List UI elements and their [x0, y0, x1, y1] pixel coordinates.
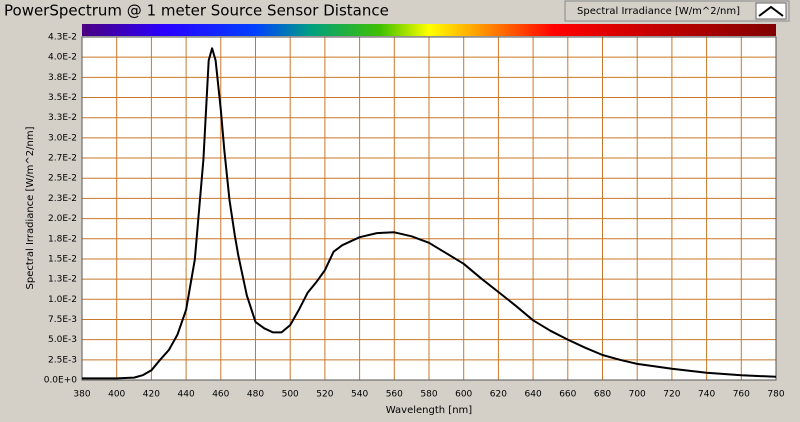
legend-icon: [758, 5, 784, 17]
y-tick-label: 2.0E-2: [48, 214, 77, 224]
y-tick-label: 3.0E-2: [48, 133, 77, 143]
y-tick-label: 3.5E-2: [48, 93, 77, 103]
legend-label: Spectral Irradiance [W/m^2/nm]: [577, 6, 740, 17]
y-tick-label: 2.5E-3: [48, 355, 77, 365]
x-tick-label: 440: [178, 390, 195, 400]
y-tick-label: 2.7E-2: [48, 154, 77, 164]
x-tick-label: 680: [594, 390, 611, 400]
y-tick-label: 1.5E-2: [48, 254, 77, 264]
legend-box: [564, 0, 790, 22]
x-tick-label: 760: [733, 390, 750, 400]
y-tick-label: 4.0E-2: [48, 53, 77, 63]
x-tick-label: 380: [73, 390, 90, 400]
x-tick-label: 420: [143, 390, 160, 400]
x-tick-label: 560: [386, 390, 403, 400]
x-tick-label: 620: [490, 390, 507, 400]
plot-border: [81, 36, 777, 381]
y-tick-label: 7.5E-3: [48, 315, 77, 325]
x-tick-label: 480: [247, 390, 264, 400]
y-tick-label: 2.5E-2: [48, 174, 77, 184]
x-tick-label: 520: [316, 390, 333, 400]
x-tick-label: 500: [282, 390, 299, 400]
chart-title: PowerSpectrum @ 1 meter Source Sensor Di…: [4, 2, 389, 20]
legend-icon-box: [755, 2, 787, 20]
y-tick-label: 2.3E-2: [48, 194, 77, 204]
y-tick-label: 0.0E+0: [44, 376, 78, 386]
y-tick-label: 5.0E-3: [48, 335, 77, 345]
y-axis-label: Spectral Irradiance [W/m^2/nm]: [25, 126, 36, 289]
y-tick-label: 4.3E-2: [48, 33, 77, 43]
y-tick-label: 1.3E-2: [48, 275, 77, 285]
x-tick-label: 740: [698, 390, 715, 400]
x-tick-label: 580: [420, 390, 437, 400]
x-tick-label: 720: [663, 390, 680, 400]
y-tick-label: 1.0E-2: [48, 295, 77, 305]
y-tick-label: 3.3E-2: [48, 113, 77, 123]
y-tick-label: 1.8E-2: [48, 234, 77, 244]
x-tick-label: 400: [108, 390, 125, 400]
x-axis-label: Wavelength [nm]: [386, 405, 472, 416]
x-tick-label: 640: [525, 390, 542, 400]
x-tick-label: 700: [629, 390, 646, 400]
y-tick-label: 3.8E-2: [48, 73, 77, 83]
spectrum-line: [82, 47, 777, 380]
spectrum-bar: [82, 24, 776, 36]
x-tick-label: 660: [559, 390, 576, 400]
x-tick-label: 540: [351, 390, 368, 400]
x-tick-label: 780: [767, 390, 784, 400]
x-tick-label: 600: [455, 390, 472, 400]
x-tick-label: 460: [212, 390, 229, 400]
